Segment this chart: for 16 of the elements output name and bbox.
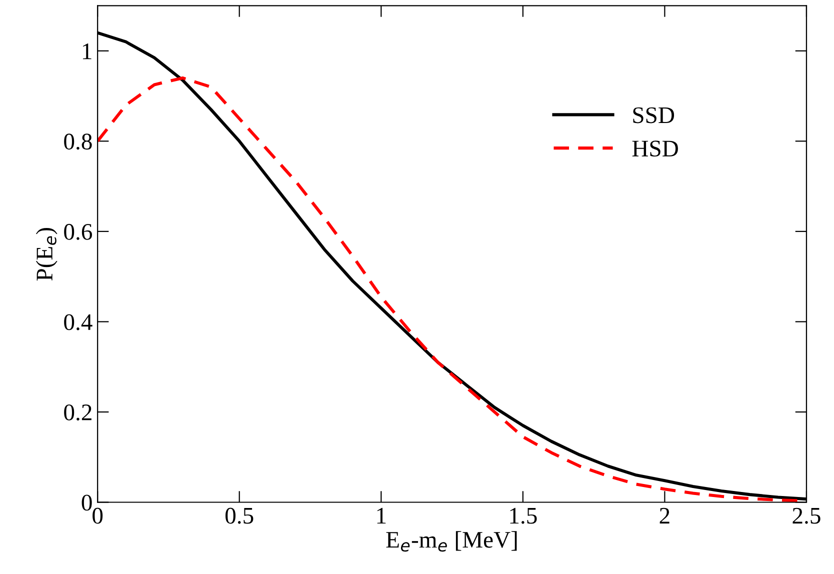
legend-label: HSD bbox=[632, 140, 678, 157]
x-tick-label: 0 bbox=[92, 508, 103, 524]
y-tick-label: 1 bbox=[82, 43, 92, 60]
legend-label: SSD bbox=[633, 107, 674, 124]
y-tick-label: 0 bbox=[82, 494, 92, 511]
y-tick-label: 0.6 bbox=[64, 224, 92, 240]
x-tick-label: 2.5 bbox=[792, 508, 820, 524]
x-tick-label: 1 bbox=[377, 508, 386, 524]
y-tick-label: 0.2 bbox=[64, 404, 92, 421]
y-axis-title: P(E$_{e}$) bbox=[36, 228, 58, 281]
x-tick-label: 0.5 bbox=[226, 508, 254, 524]
y-tick-label: 0.8 bbox=[64, 134, 92, 150]
x-tick-label: 1.5 bbox=[510, 508, 537, 524]
x-axis-title: E$_{e}$-m$_{e}$ [MeV] bbox=[386, 531, 517, 552]
x-tick-label: 2 bbox=[660, 508, 670, 524]
y-tick-label: 0.4 bbox=[64, 314, 92, 330]
